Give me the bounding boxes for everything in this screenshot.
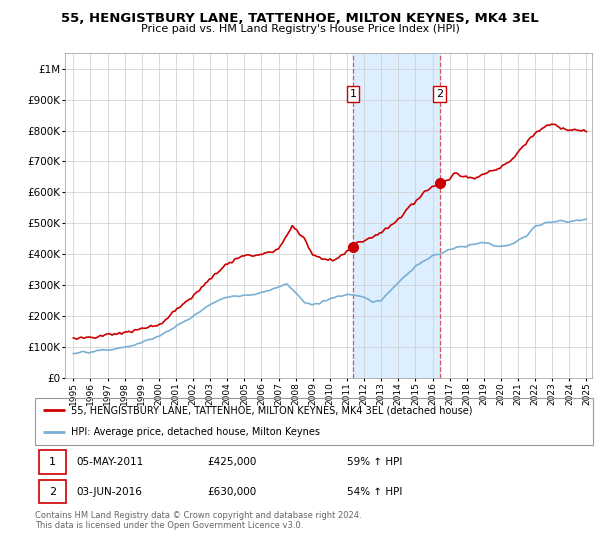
Text: 2: 2 (49, 487, 56, 497)
Text: 2: 2 (436, 89, 443, 99)
Text: 54% ↑ HPI: 54% ↑ HPI (347, 487, 403, 497)
Text: Contains HM Land Registry data © Crown copyright and database right 2024.
This d: Contains HM Land Registry data © Crown c… (35, 511, 361, 530)
Text: 1: 1 (49, 457, 56, 467)
Text: £630,000: £630,000 (208, 487, 257, 497)
Text: Price paid vs. HM Land Registry's House Price Index (HPI): Price paid vs. HM Land Registry's House … (140, 24, 460, 34)
Text: 05-MAY-2011: 05-MAY-2011 (77, 457, 144, 467)
Text: 1: 1 (350, 89, 356, 99)
Text: HPI: Average price, detached house, Milton Keynes: HPI: Average price, detached house, Milt… (71, 427, 320, 437)
Text: 59% ↑ HPI: 59% ↑ HPI (347, 457, 403, 467)
Bar (39, 450, 66, 474)
Text: 03-JUN-2016: 03-JUN-2016 (77, 487, 143, 497)
Text: £425,000: £425,000 (208, 457, 257, 467)
Text: 55, HENGISTBURY LANE, TATTENHOE, MILTON KEYNES, MK4 3EL (detached house): 55, HENGISTBURY LANE, TATTENHOE, MILTON … (71, 405, 473, 416)
Text: 55, HENGISTBURY LANE, TATTENHOE, MILTON KEYNES, MK4 3EL: 55, HENGISTBURY LANE, TATTENHOE, MILTON … (61, 12, 539, 25)
Bar (39, 480, 66, 503)
